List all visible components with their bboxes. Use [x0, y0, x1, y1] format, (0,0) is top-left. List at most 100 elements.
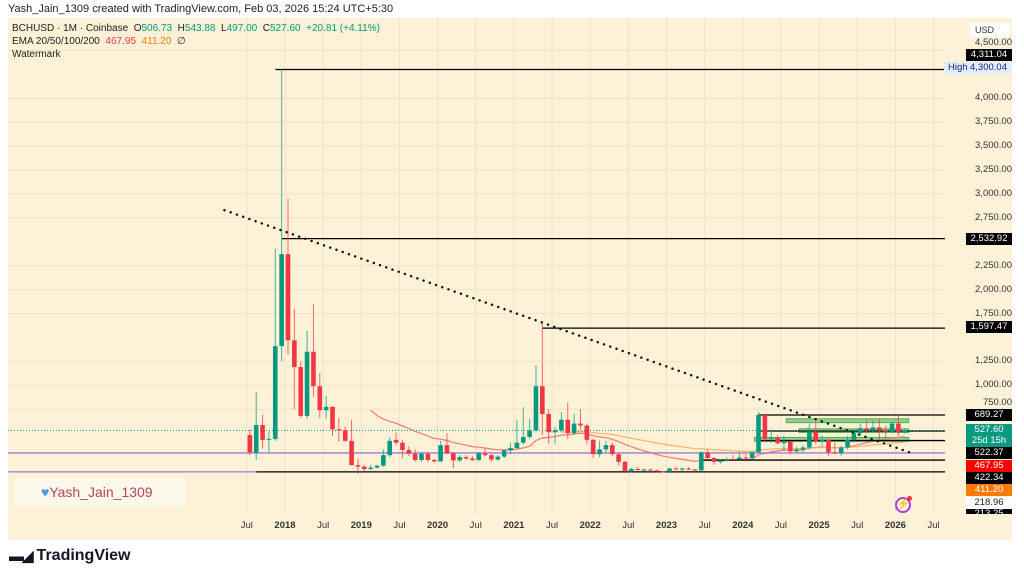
brand-name: TradingView	[36, 547, 131, 564]
candle-body	[857, 428, 863, 434]
candle-2017-11	[272, 248, 278, 441]
candle-2025-10	[877, 418, 882, 440]
candle-2022-06	[622, 460, 628, 474]
candle-2024-03	[756, 412, 761, 454]
price-tick: 3,000.00	[975, 187, 1012, 199]
candle-body	[819, 439, 825, 442]
candle-2022-10	[648, 468, 653, 471]
ema-empty-value: ∅	[176, 36, 186, 47]
candle-2019-11	[425, 452, 431, 462]
time-tick: 2020	[427, 520, 449, 531]
candle-body	[832, 452, 838, 454]
legend-symbol-row[interactable]: BCHUSD · 1M · Coinbase O506.73 H543.88 L…	[12, 23, 380, 34]
candle-2026-01	[896, 414, 901, 437]
price-label: 467.95	[966, 460, 1012, 472]
candle-body	[292, 340, 297, 368]
legend-ema-row[interactable]: EMA 20/50/100/200 467.95 411.20 ∅	[12, 36, 186, 47]
time-tick: Jul	[622, 520, 635, 531]
candle-2022-03	[603, 440, 609, 453]
candle-body	[342, 430, 348, 441]
candle-body	[463, 457, 469, 459]
candle-2019-12	[431, 458, 437, 463]
price-label: 2,532.92	[966, 233, 1012, 245]
watermark-text: Yash_Jain_1309	[49, 484, 153, 500]
candle-body	[311, 351, 316, 387]
candle-body	[540, 386, 545, 415]
candle-2019-07	[400, 439, 405, 459]
candle-2022-11	[654, 469, 660, 473]
candle-body	[266, 438, 272, 440]
time-tick: Jul	[774, 520, 788, 531]
candle-body	[317, 386, 323, 411]
tradingview-logo-icon: ▬◢	[9, 548, 34, 565]
candle-body	[692, 469, 698, 471]
candle-body	[298, 367, 304, 416]
candle-2019-05	[387, 436, 393, 458]
candle-2018-06	[317, 372, 323, 418]
watermark-box: ♥Yash_Jain_1309	[15, 478, 185, 507]
candle-2018-02	[292, 308, 297, 410]
candle-2025-11	[883, 425, 888, 438]
currency-button[interactable]: USD	[970, 23, 1010, 37]
candle-body	[489, 455, 494, 460]
candle-body	[508, 447, 513, 451]
price-label: 527.60 25d 15h	[966, 424, 1012, 447]
candle-2021-03	[527, 418, 532, 439]
notification-dot	[907, 496, 912, 501]
candle-2020-07	[476, 452, 482, 462]
candle-body	[419, 453, 424, 460]
legend-watermark[interactable]: Watermark	[12, 49, 61, 60]
candle-body	[285, 254, 291, 341]
ema-20-line	[370, 409, 905, 462]
time-tick: 2021	[503, 520, 525, 531]
candle-2020-06	[470, 456, 475, 461]
candle-2023-08	[711, 457, 717, 465]
time-tick: Jul	[393, 520, 406, 531]
price-tick: 4,500.00	[975, 37, 1012, 48]
candle-2024-12	[813, 421, 819, 444]
candle-2021-07	[552, 427, 558, 445]
candle-2021-04	[533, 365, 539, 433]
price-label: 411.20	[966, 484, 1012, 496]
candle-body	[838, 447, 844, 454]
candle-body	[362, 466, 367, 470]
candle-2025-07	[857, 423, 863, 436]
candle-body	[807, 431, 812, 448]
candle-body	[546, 414, 551, 433]
candle-body	[609, 445, 615, 455]
candle-2021-12	[584, 423, 590, 445]
candle-body	[794, 449, 799, 452]
candle-2021-08	[559, 412, 564, 433]
candle-2018-05	[311, 303, 316, 397]
time-tick: 2019	[350, 520, 372, 531]
candle-2018-07	[323, 395, 329, 419]
candle-2025-01	[819, 435, 825, 446]
candle-body	[381, 455, 386, 466]
candle-body	[902, 430, 908, 433]
candle-2021-05	[540, 324, 545, 436]
candle-body	[247, 435, 253, 453]
price-label: 4,311.04	[966, 49, 1012, 61]
candle-2018-01	[285, 198, 291, 355]
price-tick: 2,750.00	[975, 211, 1012, 223]
candle-2019-03	[374, 464, 380, 469]
candle-body	[495, 456, 501, 460]
lightning-icon[interactable]: ⚡	[895, 496, 912, 513]
candle-2017-09	[260, 414, 265, 449]
candle-body	[698, 452, 704, 471]
candle-body	[768, 437, 774, 439]
candle-body	[425, 453, 431, 460]
high-label-text: High	[948, 62, 968, 73]
time-tick: Jul	[851, 520, 864, 531]
candle-2026-02	[902, 428, 908, 434]
candle-body	[883, 430, 888, 432]
candle-2024-04	[762, 414, 768, 442]
candle-body	[349, 440, 354, 466]
candle-2021-01	[514, 419, 520, 449]
ema-lines	[370, 409, 905, 462]
candle-body	[800, 447, 806, 450]
candle-2022-08	[635, 466, 641, 471]
candle-body	[336, 429, 342, 431]
candle-2017-07	[247, 429, 253, 456]
